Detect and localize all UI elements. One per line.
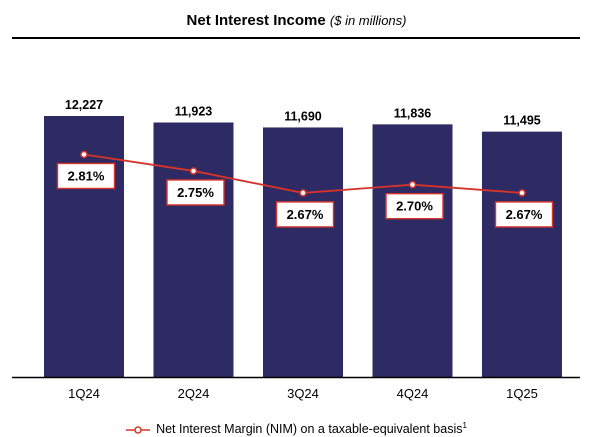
bar-1q25	[482, 131, 562, 377]
bar-value-label: 11,690	[284, 109, 322, 123]
nim-value-label: 2.81%	[68, 168, 105, 183]
bar-1q24	[44, 116, 124, 377]
nim-point	[189, 167, 198, 175]
nim-point	[299, 189, 307, 197]
nim-value-label: 2.67%	[287, 207, 324, 222]
bar-value-label: 12,227	[65, 98, 103, 112]
nim-label-box	[56, 162, 116, 190]
x-tick-label: 4Q24	[397, 386, 429, 401]
nim-label-box	[275, 201, 335, 228]
x-tick-label: 3Q24	[287, 386, 319, 401]
chart-title: Net Interest Income ($ in millions)	[0, 12, 593, 29]
x-tick-label: 1Q24	[68, 386, 100, 401]
bar-2q24	[153, 122, 234, 377]
legend: Net Interest Margin (NIM) on a taxable-e…	[0, 418, 593, 437]
nim-label-box	[494, 201, 554, 228]
nim-point	[408, 180, 417, 189]
legend-line-marker-icon	[126, 426, 151, 434]
bar-value-label: 11,836	[394, 106, 432, 120]
x-tick-label: 1Q25	[506, 386, 538, 401]
bar-4q24	[372, 124, 453, 377]
bar-value-label: 11,495	[503, 114, 541, 128]
nim-value-label: 2.75%	[177, 185, 214, 200]
bar-value-label: 11,923	[175, 104, 213, 118]
legend-label: Net Interest Margin (NIM) on a taxable-e…	[156, 422, 463, 437]
nim-label-box	[385, 192, 444, 220]
nim-point	[80, 150, 88, 159]
nim-value-label: 2.70%	[396, 199, 433, 214]
chart-title-subtitle: ($ in millions)	[329, 13, 407, 28]
title-rule	[12, 37, 580, 39]
nim-value-label: 2.67%	[506, 207, 543, 222]
nim-label-box	[166, 179, 225, 206]
nim-point	[518, 189, 526, 197]
x-tick-label: 2Q24	[178, 386, 210, 401]
legend-footnote-mark: 1	[462, 421, 467, 430]
bar-3q24	[263, 127, 343, 377]
chart-title-main: Net Interest Income	[186, 12, 326, 29]
